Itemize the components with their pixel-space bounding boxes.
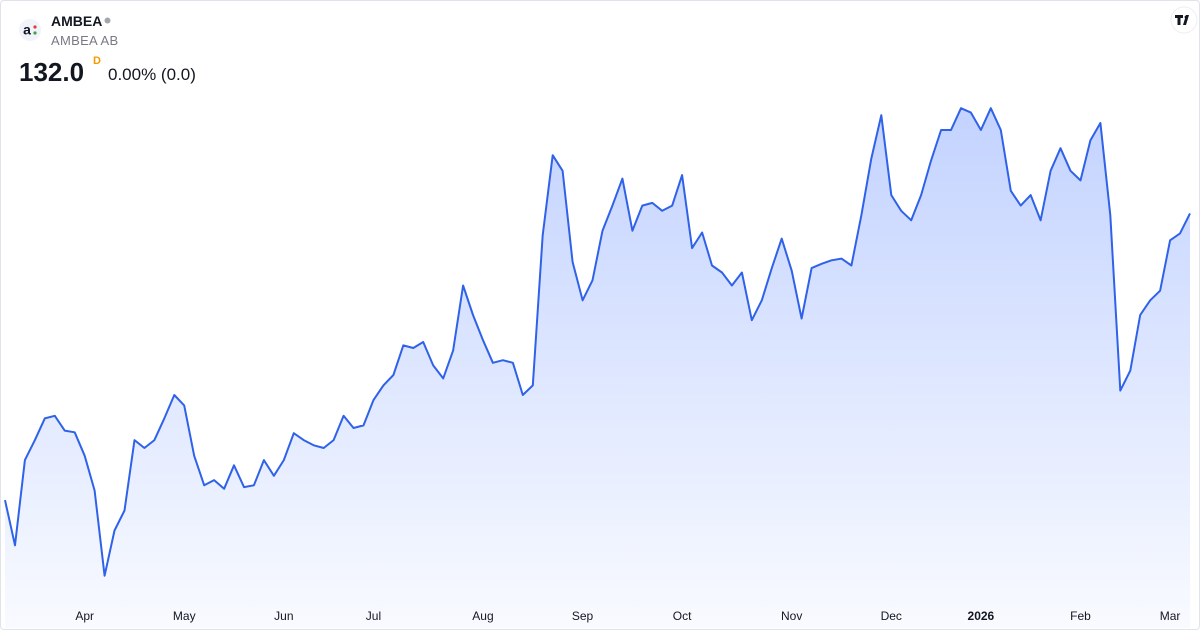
change: 0.00% (0.0) (108, 65, 196, 84)
logo-circle (19, 19, 41, 41)
logo-dot (33, 31, 37, 35)
price-line (4, 107, 1191, 577)
logo-dot (33, 25, 37, 29)
x-tick-label: 2026 (968, 609, 995, 623)
x-tick-label: Mar (1160, 609, 1181, 623)
logo-text: a (23, 22, 31, 38)
x-tick-label: Dec (881, 609, 902, 623)
x-tick-label: Oct (673, 609, 692, 623)
price-flag: D (93, 55, 101, 67)
status-dot (104, 17, 111, 24)
x-tick-label: Sep (572, 609, 594, 623)
area-fill (5, 108, 1190, 628)
x-tick-label: Jul (366, 609, 381, 623)
company-name: AMBEA AB (51, 33, 119, 48)
tv-logo (1170, 6, 1198, 34)
x-tick-label: May (173, 609, 196, 623)
symbol: AMBEA (51, 13, 103, 29)
x-tick-label: Nov (781, 609, 802, 623)
price: 132.0 (19, 57, 85, 87)
x-tick-label: Apr (75, 609, 94, 623)
x-tick-label: Feb (1070, 609, 1091, 623)
x-tick-label: Aug (472, 609, 493, 623)
x-tick-label: Jun (274, 609, 293, 623)
